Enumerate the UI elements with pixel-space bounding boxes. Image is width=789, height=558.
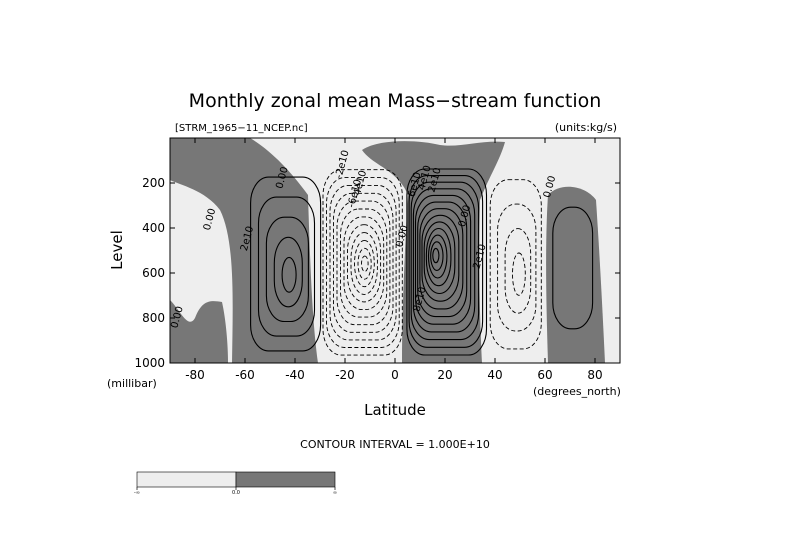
contour-line-positive: [265, 216, 309, 323]
contour-line-negative: [512, 252, 526, 296]
x-tick-label: 80: [587, 368, 602, 382]
colorbar-label-min: -∞: [134, 490, 140, 496]
colorbar-label-zero: 0.0: [232, 490, 240, 496]
contour-line-positive: [408, 175, 484, 348]
contour-line-negative: [354, 239, 375, 288]
contour-line-negative: [357, 247, 372, 280]
contour-interval-label: CONTOUR INTERVAL = 1.000E+10: [300, 438, 490, 451]
contour-line-positive: [281, 256, 297, 293]
contour-line-positive: [421, 214, 460, 302]
contour-line-positive: [414, 194, 472, 325]
x-tick-label: 60: [537, 368, 552, 382]
colorbar-negative-swatch: [136, 471, 237, 488]
x-tick-label: 0: [391, 368, 399, 382]
contour-line-positive: [410, 181, 480, 341]
contour-line-negative: [504, 228, 532, 314]
contour-line-negative: [322, 169, 403, 356]
contour-line-positive: [417, 201, 468, 318]
contour-line-negative: [340, 208, 388, 318]
x-axis-title: Latitude: [364, 401, 426, 419]
contour-line-positive: [552, 206, 594, 330]
contour-line-negative: [361, 255, 369, 272]
contour-line-negative: [489, 179, 542, 350]
contour-line-positive: [427, 234, 448, 279]
y-tick-label: 200: [142, 176, 165, 190]
contour-line-negative: [347, 224, 382, 303]
colorbar-label-max: ∞: [333, 490, 337, 496]
x-tick-label: -80: [185, 368, 205, 382]
contour-line-positive: [432, 247, 440, 264]
colorbar-positive-swatch: [235, 471, 336, 488]
contour-line-positive: [406, 168, 488, 356]
positive-region-north-polar: [546, 186, 605, 363]
contour-line-positive: [273, 236, 303, 308]
y-axis: 200 400 600 800 1000: [134, 176, 620, 370]
units-label: (units:kg/s): [555, 121, 617, 134]
y-tick-label: 800: [142, 311, 165, 325]
contour-line-positive: [419, 208, 464, 310]
y-axis-title: Level: [108, 230, 126, 270]
x-tick-label: -40: [285, 368, 305, 382]
contour-line-negative: [336, 200, 391, 326]
contour-layer: [250, 168, 594, 356]
contour-line-positive: [257, 196, 316, 337]
y-tick-label: 400: [142, 221, 165, 235]
x-unit-label: (degrees_north): [533, 385, 621, 398]
x-tick-label: 20: [437, 368, 452, 382]
positive-region-south-surface: [170, 300, 228, 363]
y-unit-label: (millibar): [107, 377, 157, 390]
chart-title: Monthly zonal mean Mass−stream function: [189, 90, 602, 112]
contour-line-negative: [497, 203, 537, 332]
positive-region-south-polar: [170, 138, 318, 363]
x-tick-label: 40: [487, 368, 502, 382]
contour-line-negative: [350, 232, 378, 295]
contour-line-positive: [430, 241, 444, 271]
x-tick-label: -60: [235, 368, 255, 382]
contour-line-positive: [423, 221, 456, 295]
contour-line-negative: [333, 192, 394, 333]
contour-line-positive: [425, 227, 452, 287]
x-tick-label: -20: [335, 368, 355, 382]
x-axis: -80 -60 -40 -20 0 20 40 60 80: [185, 138, 603, 382]
contour-line-positive: [412, 188, 476, 333]
colorbar: -∞ 0.0 ∞: [134, 471, 337, 496]
contour-line-positive: [250, 176, 322, 352]
contour-line-negative: [329, 184, 397, 341]
contour-line-negative: [326, 177, 400, 348]
y-tick-label: 600: [142, 266, 165, 280]
source-file-label: [STRM_1965−11_NCEP.nc]: [175, 123, 308, 134]
y-tick-label: 1000: [134, 356, 165, 370]
contour-line-negative: [343, 216, 385, 311]
